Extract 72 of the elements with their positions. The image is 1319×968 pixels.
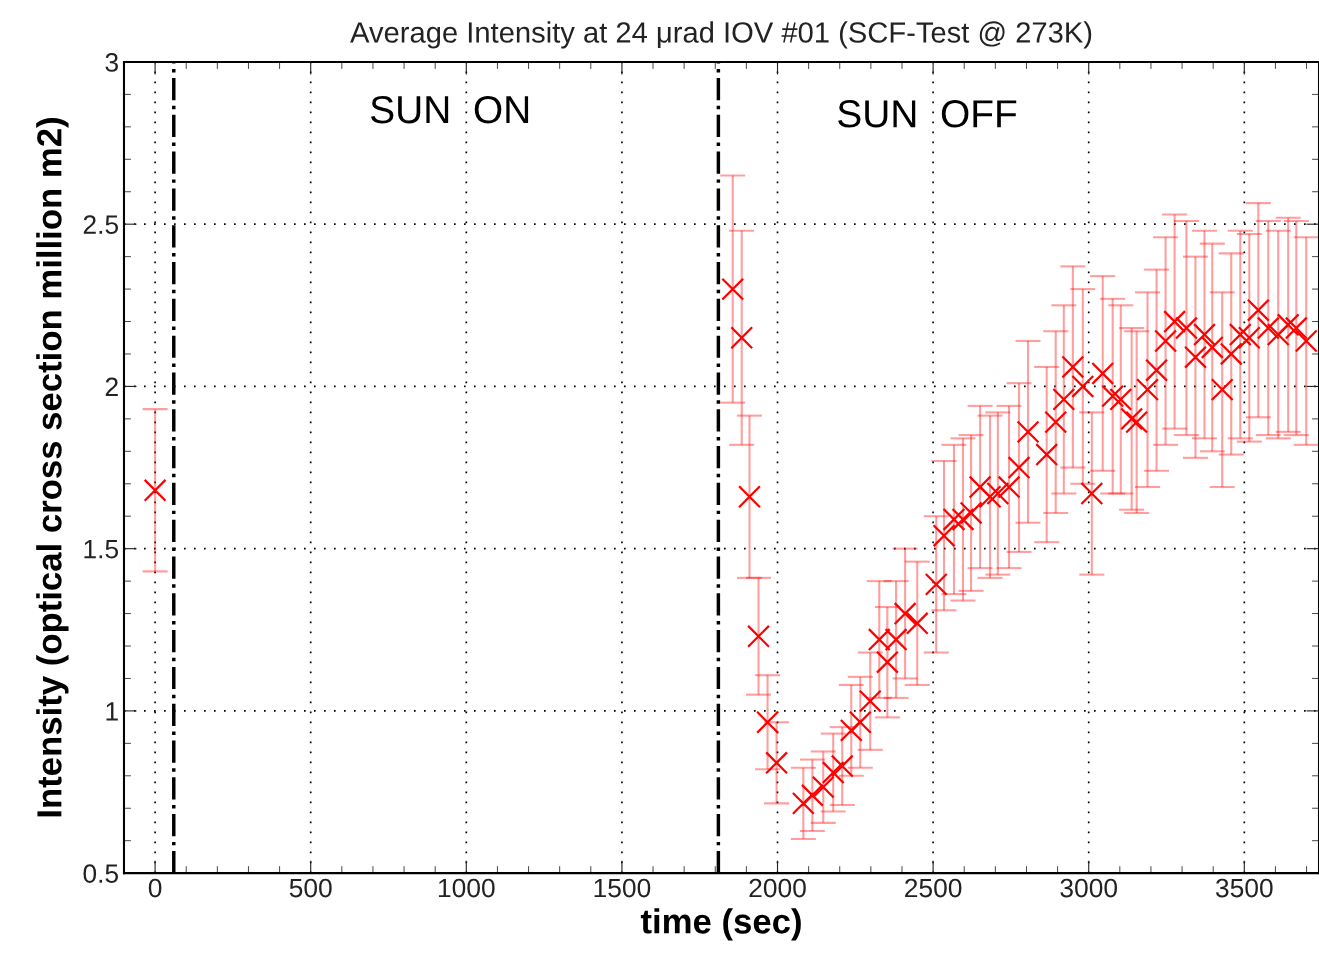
point <box>791 791 815 815</box>
point <box>905 611 929 635</box>
point <box>942 507 966 531</box>
point <box>1154 329 1178 353</box>
point <box>1200 335 1224 360</box>
point <box>721 277 745 301</box>
point <box>747 624 771 648</box>
point <box>951 507 975 531</box>
y-axis-title: Intensity (optical cross section million m2) <box>36 118 69 817</box>
point <box>839 718 863 742</box>
point <box>800 783 824 807</box>
point <box>1219 342 1243 366</box>
point <box>1101 384 1125 408</box>
point <box>1071 374 1095 398</box>
point <box>1016 420 1040 444</box>
point <box>978 485 1002 509</box>
x-tick-label: 1500 <box>594 878 651 898</box>
point <box>1294 329 1318 353</box>
point <box>858 689 882 713</box>
point <box>1136 378 1160 402</box>
point <box>1145 358 1169 382</box>
x-tick-label: 1000 <box>438 878 495 898</box>
point <box>968 475 992 499</box>
point <box>924 572 948 596</box>
point <box>737 485 762 509</box>
x-tick-label: 2000 <box>749 878 806 898</box>
y-tick-label: 2 <box>105 377 118 396</box>
point <box>1237 326 1261 350</box>
x-tick-label: 2500 <box>905 878 962 898</box>
x-tick-label: 500 <box>289 878 332 898</box>
point <box>1163 310 1187 334</box>
y-tick-label: 1.5 <box>84 540 119 559</box>
point <box>1183 345 1207 369</box>
point <box>1080 481 1104 506</box>
point <box>1266 322 1290 347</box>
point <box>1061 355 1085 379</box>
point <box>1044 410 1068 434</box>
point <box>1228 322 1252 347</box>
point <box>1210 378 1234 402</box>
x-axis-title: time (sec) <box>640 908 801 941</box>
x-tick-label: 3500 <box>1215 878 1273 898</box>
point <box>143 478 167 502</box>
chart-title: Average Intensity at 24 μrad IOV #01 (SCF-Test @ 273K) <box>350 21 1092 49</box>
point <box>730 326 754 350</box>
point <box>986 481 1010 506</box>
x-tick-label: 3000 <box>1060 878 1118 898</box>
x-tick-label: 0 <box>148 878 162 898</box>
y-tick-label: 0.5 <box>83 864 119 883</box>
point <box>756 710 780 734</box>
point <box>811 775 835 799</box>
point <box>1284 316 1308 340</box>
annotation: SUN ON <box>370 95 529 124</box>
point <box>875 650 899 674</box>
point <box>893 602 917 626</box>
point <box>1052 387 1076 411</box>
point <box>959 501 983 525</box>
point <box>1091 361 1115 385</box>
point <box>1109 387 1133 411</box>
point <box>1246 298 1270 322</box>
point <box>1120 407 1144 431</box>
point <box>997 475 1021 499</box>
point <box>1007 456 1031 480</box>
point <box>1125 410 1149 434</box>
point <box>1192 322 1216 347</box>
y-tick-label: 2.5 <box>83 215 119 235</box>
annotation: SUN OFF <box>838 100 1017 128</box>
point <box>932 524 956 548</box>
point <box>848 710 872 734</box>
y-tick-label: 1 <box>106 702 118 721</box>
point <box>821 761 845 785</box>
point <box>1174 316 1198 340</box>
y-tick-label: 3 <box>105 53 118 72</box>
